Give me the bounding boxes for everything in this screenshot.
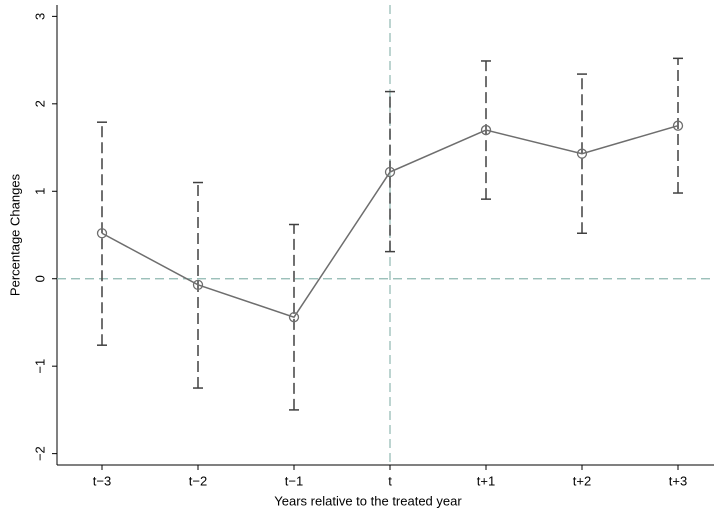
line [101,124,679,319]
marker [672,120,684,131]
x-tick-label: t−3 [93,473,111,488]
y-tick-label: 1 [32,188,47,195]
y-tick-label: −2 [32,446,47,461]
x-tick-label: t−1 [285,473,303,488]
y-tick-label: 2 [32,100,47,107]
y-tick-label: 0 [32,275,47,282]
marker [384,166,396,178]
x-tick-label: t [388,473,392,488]
marker [96,228,108,239]
x-tick-label: t+2 [573,473,591,488]
y-axis-label: Percentage Changes [7,173,22,296]
marker [192,279,204,290]
y-tick-label: −1 [32,359,47,374]
marker [576,148,588,159]
y-tick-label: 3 [32,13,47,20]
x-tick-label: t+3 [669,473,687,488]
x-tick-label: t+1 [477,473,495,488]
marker [288,312,300,323]
x-axis-label: Years relative to the treated year [274,493,462,508]
marker [480,124,492,136]
x-tick-label: t−2 [189,473,207,488]
